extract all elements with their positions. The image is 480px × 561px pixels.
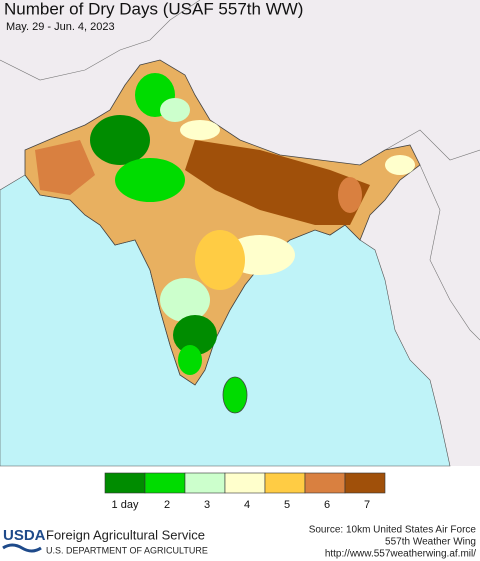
sri-lanka <box>222 376 248 414</box>
agency: Foreign Agricultural Service <box>46 527 205 542</box>
legend-swatch <box>104 472 146 494</box>
legend-label: 4 <box>244 499 250 511</box>
legend-label: 7 <box>364 499 370 511</box>
legend-swatch <box>144 472 186 494</box>
legend-swatch <box>184 472 226 494</box>
legend-swatch <box>224 472 266 494</box>
legend-label: 3 <box>204 499 210 511</box>
source-line: http://www.557weatherwing.af.mil/ <box>325 549 476 560</box>
legend-swatch <box>304 472 346 494</box>
title: Number of Dry Days (USAF 557th WW) <box>4 0 303 18</box>
usda-logo: USDA <box>3 527 46 544</box>
legend-label: 1 day <box>112 499 139 511</box>
logo-wave <box>2 543 42 553</box>
source-line: 557th Weather Wing <box>385 537 476 548</box>
legend: 1 day 2 3 4 5 6 7 <box>104 472 386 511</box>
legend-label: 6 <box>324 499 330 511</box>
legend-label: 2 <box>164 499 170 511</box>
borders <box>0 0 480 341</box>
legend-swatch <box>264 472 306 494</box>
source-line: Source: 10km United States Air Force <box>309 525 477 536</box>
dry-day-patches <box>35 73 415 375</box>
subtitle: May. 29 - Jun. 4, 2023 <box>6 21 115 33</box>
legend-label: 5 <box>284 499 290 511</box>
legend-swatch <box>344 472 386 494</box>
department: U.S. DEPARTMENT OF AGRICULTURE <box>46 545 208 555</box>
